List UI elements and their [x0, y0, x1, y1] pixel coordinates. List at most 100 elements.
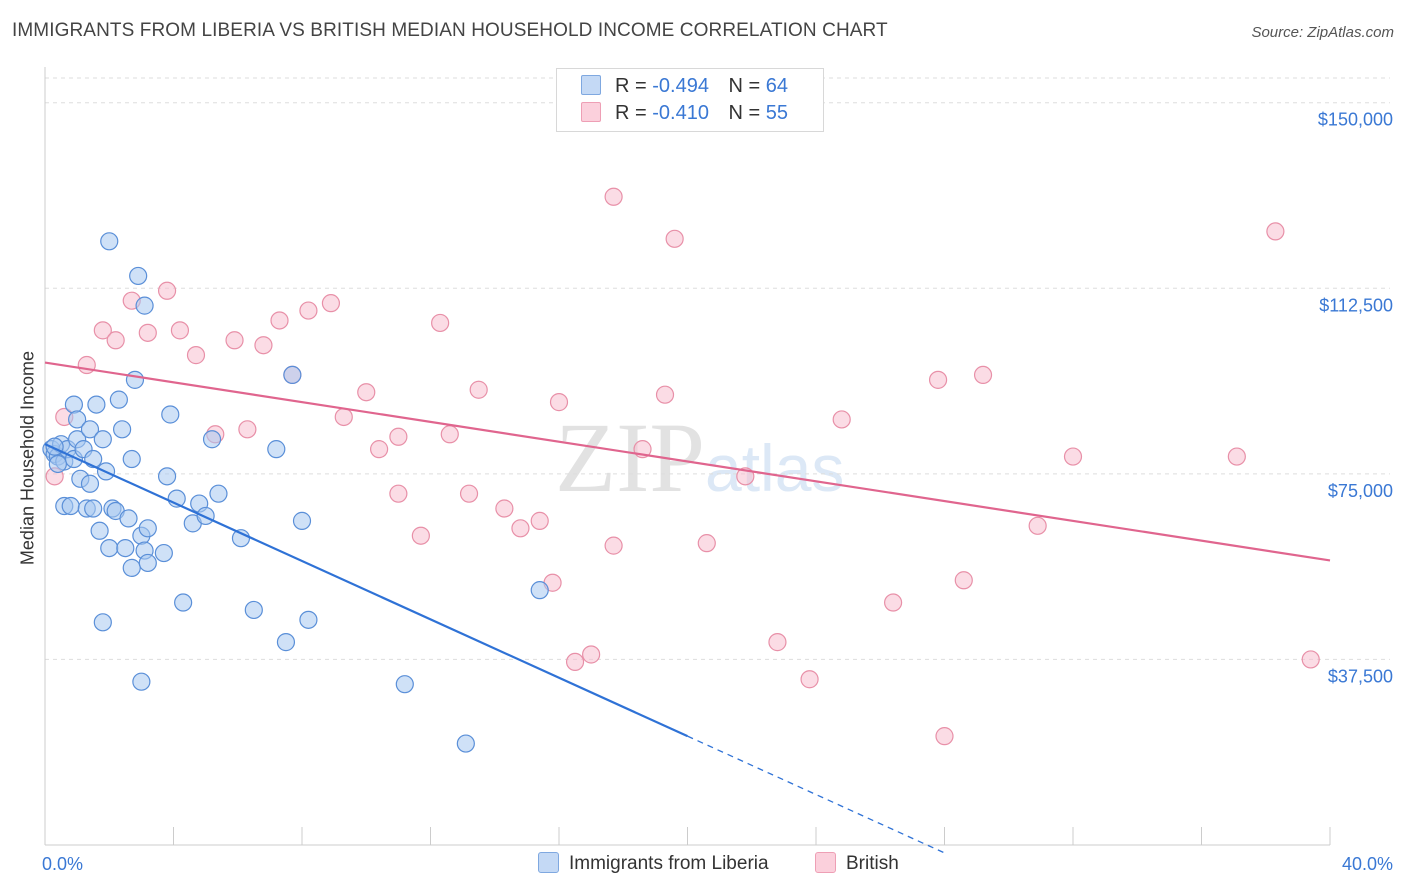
liberia-point [112, 420, 132, 439]
liberia-point [202, 430, 222, 449]
british-point [370, 440, 389, 459]
liberia-point [292, 511, 312, 530]
series-legend: Immigrants from Liberia British [0, 852, 1406, 878]
british-point [768, 633, 787, 652]
legend-n-value: 64 [765, 75, 789, 97]
legend-swatch-british [581, 102, 601, 122]
british-point [254, 336, 273, 355]
british-point [334, 407, 353, 427]
british-point [665, 229, 684, 248]
british-point [270, 311, 289, 330]
y-axis-label: Median Household Income [17, 350, 38, 566]
legend-swatch-british [815, 852, 836, 873]
liberia-point [174, 593, 193, 612]
liberia-point [48, 454, 67, 474]
liberia-point [68, 410, 87, 429]
legend-n-label: N = [728, 75, 761, 97]
liberia-point [100, 538, 119, 558]
liberia-point [93, 430, 112, 449]
liberia-point [93, 613, 112, 632]
british-point [582, 645, 601, 664]
legend-label-liberia: Immigrants from Liberia [569, 853, 769, 874]
liberia-point [119, 509, 138, 528]
y-tick-label: $75,000 [1328, 481, 1393, 501]
british-point [1028, 516, 1047, 535]
liberia-point [138, 519, 157, 538]
legend-item-british[interactable]: British [815, 852, 899, 875]
liberia-point [299, 610, 318, 629]
british-point [389, 484, 408, 503]
x-tick-label: 0.0% [42, 854, 83, 874]
british-point [389, 427, 408, 446]
british-point [973, 365, 993, 385]
british-point [411, 526, 430, 545]
liberia-point [196, 506, 215, 526]
british-point [440, 425, 459, 444]
british-point [299, 301, 318, 320]
liberia-trend-line [44, 443, 688, 738]
liberia-point [530, 581, 549, 600]
liberia-point [276, 633, 296, 652]
liberia-point [161, 405, 180, 424]
british-point [530, 511, 549, 530]
british-point [321, 294, 341, 313]
british-point [1266, 222, 1285, 241]
british-point [495, 499, 514, 518]
british-point [928, 370, 948, 389]
british-point [1227, 447, 1246, 466]
british-point [883, 593, 903, 612]
british-point [800, 670, 819, 689]
british-point [93, 321, 112, 340]
legend-r-label: R = [615, 75, 647, 97]
british-point [238, 420, 257, 439]
british-point [431, 313, 450, 333]
liberia-trend-extension [687, 735, 945, 854]
british-point [157, 281, 177, 300]
legend-n-value: 55 [765, 102, 789, 124]
british-point [106, 331, 125, 350]
watermark-zip: ZIP [555, 402, 705, 513]
legend-row-british: R = -0.410 N = 55 [581, 102, 788, 126]
british-point [549, 393, 569, 412]
british-point [186, 346, 206, 365]
source-label: Source: ZipAtlas.com [1251, 24, 1394, 41]
british-point [1301, 650, 1320, 669]
liberia-point [395, 675, 414, 694]
liberia-point [64, 395, 84, 414]
chart-title: IMMIGRANTS FROM LIBERIA VS BRITISH MEDIA… [12, 20, 888, 41]
correlation-legend: R = -0.494 N = 64 R = -0.410 N = 55 [556, 68, 824, 132]
british-point [459, 484, 479, 503]
legend-item-liberia[interactable]: Immigrants from Liberia [538, 852, 769, 875]
liberia-point [456, 734, 475, 753]
liberia-point [132, 672, 151, 691]
legend-r-label: R = [615, 102, 647, 124]
liberia-point [244, 600, 263, 620]
liberia-point [125, 370, 145, 389]
liberia-point [283, 365, 302, 385]
british-point [655, 385, 675, 404]
legend-label-british: British [846, 853, 899, 874]
liberia-point [61, 496, 80, 516]
british-point [511, 519, 530, 538]
liberia-point [80, 420, 100, 439]
liberia-point [122, 558, 141, 577]
liberia-point [100, 232, 119, 251]
y-tick-label: $112,500 [1319, 295, 1393, 315]
british-point [604, 536, 623, 555]
liberia-point [129, 266, 148, 286]
legend-n-label: N = [728, 102, 761, 124]
british-point [604, 187, 623, 206]
british-point [954, 571, 973, 590]
legend-r-value: -0.494 [652, 75, 709, 97]
liberia-point [267, 440, 286, 459]
british-point [469, 380, 488, 399]
x-tick-label: 40.0% [1342, 854, 1393, 874]
british-point [225, 331, 244, 350]
liberia-point [135, 296, 154, 315]
liberia-point [80, 474, 100, 493]
legend-swatch-liberia [538, 852, 559, 873]
british-point [1063, 447, 1083, 466]
liberia-point [154, 543, 173, 563]
liberia-point [87, 395, 106, 414]
